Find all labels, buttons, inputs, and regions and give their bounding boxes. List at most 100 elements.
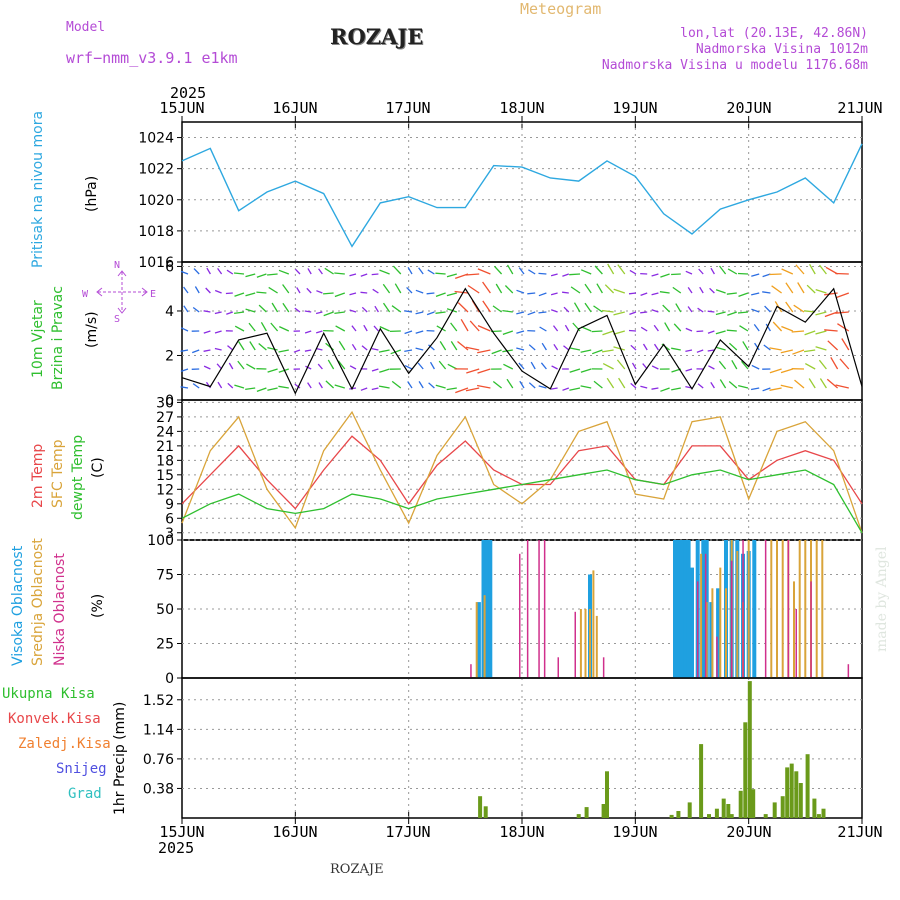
wind-arrow [606,377,615,389]
wind-arrow [785,282,794,294]
wind-arrow [438,360,447,370]
wind-arrow [217,381,223,389]
wind-arrow [246,363,256,370]
wind-arrow [569,347,581,351]
bottom-date-0: 15JUN [159,823,205,841]
low-cloud-bar [742,540,744,678]
wind-arrow [629,311,637,316]
mid-cloud-bar [592,570,595,678]
wind-arrow [570,286,581,294]
wind-arrow [506,264,514,275]
ytick-label: 0 [165,671,174,687]
year-bottom: 2025 [158,839,195,857]
wind-arrow [738,384,749,389]
wind-arrow [465,273,480,276]
wind-arrow [392,265,402,275]
wind-arrow [795,264,805,275]
wind-arrow [278,368,290,373]
wind-arrow [731,359,738,370]
precip-bar [687,802,692,818]
wind-arrow [604,284,615,294]
wind-arrow [278,349,289,353]
wind-arrow [791,330,805,333]
wind-arrow [659,291,670,294]
wind-arrow [503,363,514,370]
wind-arrow [194,286,200,294]
ytick-label: 15 [156,468,174,484]
low-cloud-bar [764,540,767,678]
bottom-date-2: 17JUN [385,823,431,841]
wind-arrow [518,267,525,275]
wind-arrow [335,325,346,332]
wind-arrow [751,292,760,296]
top-date-6: 21JUN [837,99,883,117]
wind-arrow [815,311,827,316]
legend-freezing: Zaledj.Kisa [18,736,111,752]
wind-arrow [435,384,446,389]
mid-cloud-bar [776,540,778,678]
wind-arrow [466,368,480,374]
wind-arrow [516,330,525,334]
wind-arrow [516,289,525,294]
wind-arrow [363,324,368,332]
wind-arrow [337,360,346,370]
ytick-label: 6 [165,259,174,275]
wind-arrow [707,349,715,352]
wind-arrow [245,308,256,313]
wind-arrow [407,381,413,389]
wind-arrow [306,287,312,294]
wind-arrow [279,326,290,332]
wind-arrow [270,322,279,332]
wind-arrow [618,377,626,389]
high-cloud-bar [716,588,721,678]
ytick-label: 25 [156,637,174,653]
wind-arrow [841,338,850,351]
wind-arrow [769,347,782,351]
wind-arrow [351,325,357,332]
wind-arrow [673,323,682,332]
wind-arrow [751,364,760,370]
wind-arrow [827,340,839,351]
wind-arrow [446,292,457,297]
wind-arrow [349,365,357,370]
model-label: Model [66,20,106,35]
ytick-label: 1020 [138,193,174,209]
wind-arrow [569,368,581,373]
bottom-date-1: 16JUN [272,823,318,841]
ytick-label: 4 [165,304,174,320]
panel-frame-5 [181,677,863,819]
wind-arrow [226,311,234,315]
wind-arrow [258,304,267,313]
wind-arrow [371,273,379,276]
precip-bar [751,789,756,818]
panel-frame-1 [181,121,863,263]
wind-arrow [696,349,704,353]
precip-bar [743,722,748,818]
wind-arrow [550,309,558,313]
wind-arrow [808,378,816,389]
wind-arrow [616,359,626,370]
wind-arrow [447,363,458,370]
low-cloud-bar [574,611,576,678]
wind-arrow [660,273,670,278]
wind-arrow [467,284,480,294]
low-cloud-bar [538,540,540,678]
wind-arrow [580,368,592,373]
wind-arrow [373,325,379,332]
wind-arrow [427,269,435,275]
wind-arrow [602,363,614,370]
wind-arrow [830,356,839,370]
wind-arrow [837,323,850,332]
wind-arrow [360,387,368,391]
pressure-line [181,143,863,248]
wind-arrow [378,385,390,389]
wind-arrow [793,304,805,313]
wind-arrow [763,344,771,351]
mid-cloud-bar [804,540,807,678]
high-cloud-bar [488,540,493,678]
wind-arrow [372,288,379,294]
legend-convective: Konvek.Kisa [8,711,101,727]
precip-bar [576,814,581,818]
wind-arrow [349,273,357,277]
wind-arrow [591,349,603,355]
